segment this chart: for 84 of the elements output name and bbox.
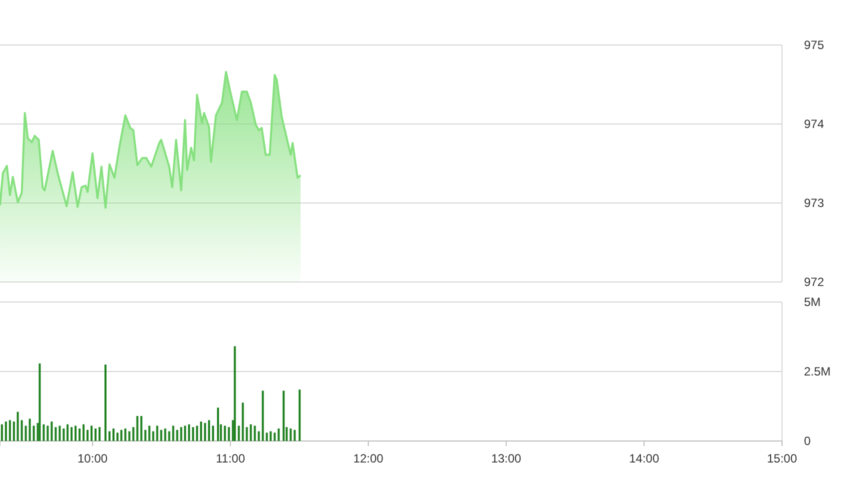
bar (32, 426, 35, 441)
bar (184, 426, 186, 441)
bar (294, 430, 296, 441)
bar (254, 426, 256, 441)
bar (234, 346, 236, 441)
x-tick-label: 12:00 (353, 452, 384, 466)
bar (12, 422, 15, 441)
x-tick-label: 10:00 (78, 452, 108, 466)
bar (270, 431, 272, 441)
bar (112, 428, 114, 441)
bar (98, 427, 101, 441)
y-tick-label: 5M (804, 294, 821, 309)
bar (70, 427, 73, 441)
x-tick-label: 11:00 (216, 452, 246, 466)
bar (140, 416, 142, 441)
y-tick-label: 972 (804, 274, 824, 289)
bar (132, 427, 134, 441)
bar (266, 432, 268, 441)
bar (200, 422, 202, 441)
bar (160, 430, 162, 441)
y-tick-label: 2.5M (804, 364, 831, 378)
bar (124, 428, 126, 441)
bar (246, 427, 248, 441)
bar (42, 424, 45, 441)
bar (180, 427, 182, 441)
bar (224, 426, 226, 441)
bar (86, 430, 89, 441)
bar (4, 422, 7, 441)
bar (172, 426, 174, 441)
bar (188, 424, 190, 441)
bar (50, 422, 53, 441)
bar (38, 363, 41, 441)
bar (54, 427, 57, 441)
bar (238, 426, 240, 441)
bar (28, 418, 31, 441)
bar (176, 430, 178, 441)
bar (168, 431, 170, 441)
bar (128, 431, 130, 441)
bar (242, 402, 244, 441)
y-tick-label: 0 (804, 434, 811, 448)
bar (94, 428, 97, 441)
bar (8, 420, 11, 441)
bar (24, 426, 27, 441)
y-tick-label: 975 (804, 38, 824, 52)
bar (204, 422, 206, 441)
bar (192, 427, 194, 441)
bar (74, 426, 77, 441)
y-tick-label: 973 (804, 196, 824, 210)
bar (16, 412, 19, 441)
bar (148, 426, 150, 441)
x-tick-label: 14:00 (629, 452, 660, 466)
bar (62, 428, 65, 441)
bar (90, 426, 93, 441)
bar (262, 390, 264, 441)
bar (156, 426, 158, 441)
bar (78, 428, 81, 441)
bar (278, 428, 280, 441)
bar (196, 426, 198, 441)
bar (104, 364, 106, 441)
x-tick-label: 13:00 (491, 452, 522, 466)
bar (116, 432, 118, 441)
bar (120, 430, 122, 441)
bar (228, 427, 230, 441)
bar (208, 420, 210, 441)
bar (274, 432, 276, 441)
bar (20, 420, 23, 441)
bar (108, 431, 110, 441)
bar (258, 431, 260, 441)
bar (66, 424, 69, 441)
bar (82, 424, 85, 441)
x-tick-label: 15:00 (766, 452, 798, 466)
bar (290, 428, 292, 441)
bar (282, 390, 285, 441)
bar (164, 428, 166, 441)
bar (217, 408, 220, 441)
bar (58, 426, 61, 441)
bar (250, 424, 252, 441)
bar (46, 426, 49, 441)
bar (212, 426, 214, 441)
bar (0, 424, 3, 441)
y-tick-label: 974 (804, 116, 824, 131)
bar (136, 416, 138, 441)
bar (144, 430, 146, 441)
bar (298, 390, 301, 441)
